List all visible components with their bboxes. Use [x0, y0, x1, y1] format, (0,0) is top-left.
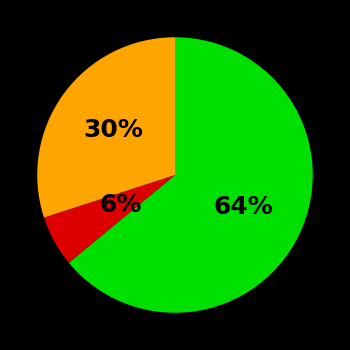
- Text: 6%: 6%: [99, 193, 142, 217]
- Text: 64%: 64%: [214, 195, 273, 219]
- Wedge shape: [44, 175, 175, 263]
- Wedge shape: [37, 37, 175, 218]
- Wedge shape: [69, 37, 313, 313]
- Text: 30%: 30%: [84, 118, 144, 142]
